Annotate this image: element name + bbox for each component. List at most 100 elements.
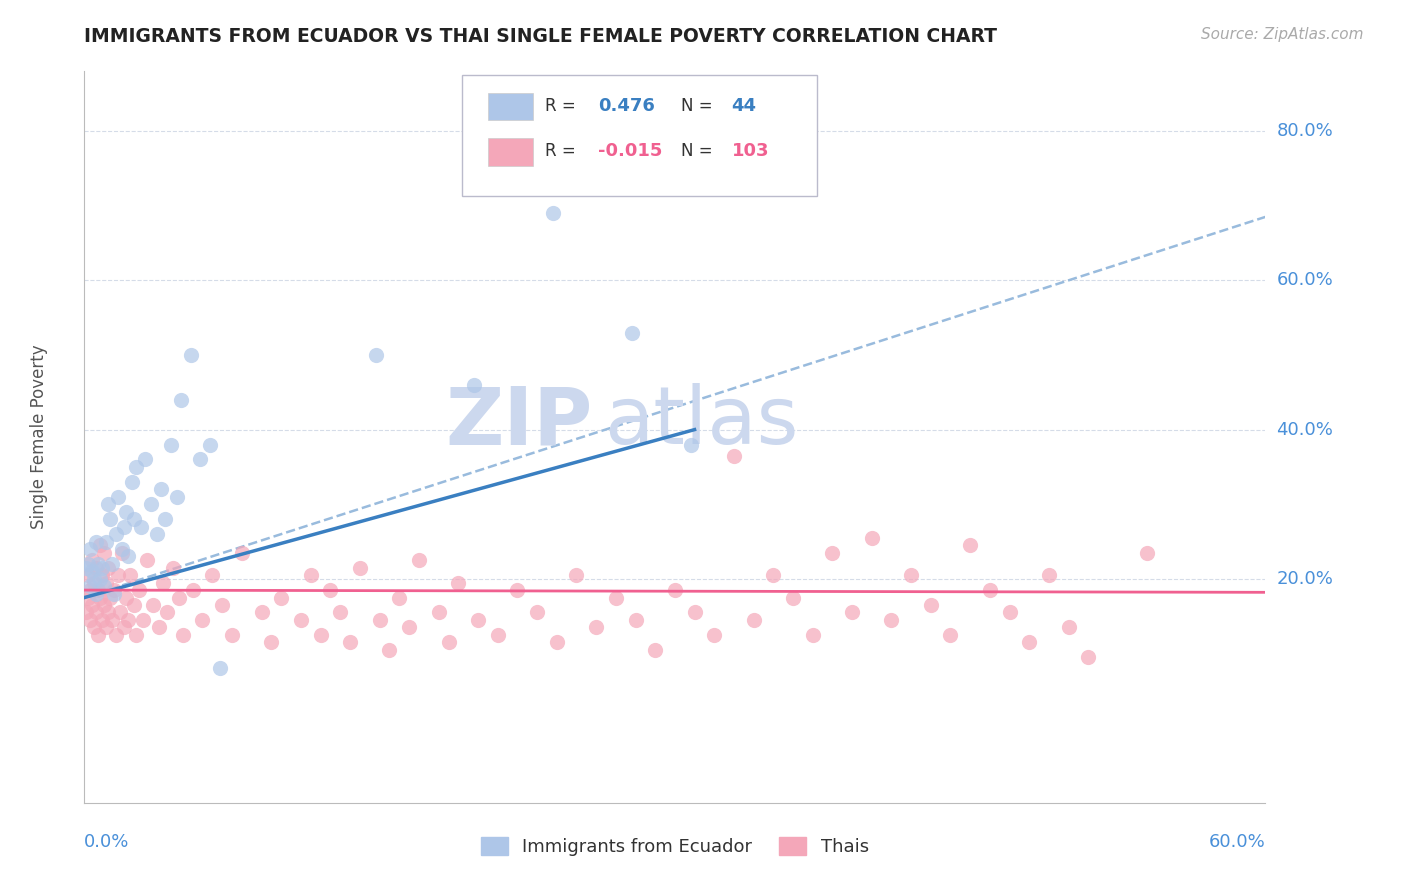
Point [200, 437, 222, 451]
Text: N =: N = [681, 142, 713, 160]
Text: R =: R = [546, 96, 575, 115]
Point [91, 613, 114, 627]
Point [231, 546, 253, 560]
Point [111, 542, 134, 557]
Point [87, 557, 110, 571]
Point [1136, 546, 1159, 560]
Point [620, 326, 643, 340]
Point [91, 568, 114, 582]
Point [160, 437, 183, 451]
Point [309, 628, 332, 642]
Point [880, 613, 903, 627]
Point [77, 557, 100, 571]
Point [546, 635, 568, 649]
Text: 0.0%: 0.0% [84, 833, 129, 851]
Point [801, 628, 824, 642]
Point [142, 598, 165, 612]
Point [398, 620, 420, 634]
Point [117, 613, 139, 627]
Point [97, 560, 120, 574]
Point [329, 606, 352, 620]
Text: 60.0%: 60.0% [1277, 271, 1333, 289]
Point [121, 475, 143, 489]
Point [94, 620, 117, 634]
Point [821, 546, 844, 560]
Point [290, 613, 312, 627]
Text: 103: 103 [731, 142, 769, 160]
Point [368, 613, 391, 627]
Point [959, 538, 981, 552]
Point [156, 606, 179, 620]
Point [97, 606, 120, 620]
Point [782, 591, 804, 605]
Point [541, 206, 564, 220]
Point [97, 497, 120, 511]
Point [141, 497, 163, 511]
Point [112, 519, 135, 533]
Point [209, 661, 232, 675]
Point [467, 613, 489, 627]
Point [408, 553, 430, 567]
Point [93, 579, 115, 593]
Text: -0.015: -0.015 [598, 142, 662, 160]
Point [319, 583, 342, 598]
Point [1057, 620, 1080, 634]
Point [211, 598, 233, 612]
Point [146, 527, 169, 541]
Point [998, 606, 1021, 620]
Point [124, 459, 146, 474]
Point [526, 606, 548, 620]
Point [162, 560, 184, 574]
Point [742, 613, 765, 627]
Point [98, 512, 121, 526]
Point [841, 606, 863, 620]
Point [683, 606, 706, 620]
Point [84, 534, 107, 549]
Point [79, 613, 101, 627]
Point [447, 575, 470, 590]
Point [979, 583, 1001, 598]
Point [136, 553, 159, 567]
Point [679, 437, 702, 451]
Point [364, 348, 387, 362]
Point [128, 583, 150, 598]
Point [1018, 635, 1040, 649]
Point [83, 572, 105, 586]
Point [75, 606, 97, 620]
Point [644, 642, 666, 657]
Point [79, 579, 101, 593]
Text: Single Female Poverty: Single Female Poverty [31, 345, 48, 529]
Point [83, 620, 105, 634]
Text: 20.0%: 20.0% [1277, 570, 1333, 588]
Text: 40.0%: 40.0% [1277, 421, 1333, 439]
Point [111, 546, 134, 560]
Point [565, 568, 588, 582]
Point [107, 568, 129, 582]
Point [437, 635, 460, 649]
Point [122, 598, 145, 612]
Point [77, 591, 100, 605]
Point [860, 531, 883, 545]
Point [104, 628, 127, 642]
Text: N =: N = [681, 96, 713, 115]
Point [84, 587, 107, 601]
Point [378, 642, 401, 657]
Point [77, 568, 100, 582]
Point [93, 598, 115, 612]
FancyBboxPatch shape [463, 75, 817, 195]
Point [486, 628, 509, 642]
Legend: Immigrants from Ecuador, Thais: Immigrants from Ecuador, Thais [474, 830, 876, 863]
Point [170, 392, 193, 407]
Point [191, 613, 214, 627]
Point [723, 449, 745, 463]
Point [124, 628, 146, 642]
Text: IMMIGRANTS FROM ECUADOR VS THAI SINGLE FEMALE POVERTY CORRELATION CHART: IMMIGRANTS FROM ECUADOR VS THAI SINGLE F… [84, 27, 997, 45]
Point [134, 452, 156, 467]
Text: ZIP: ZIP [444, 384, 592, 461]
Text: R =: R = [546, 142, 575, 160]
Point [250, 606, 273, 620]
Text: 44: 44 [731, 96, 756, 115]
Point [79, 583, 101, 598]
Point [664, 583, 686, 598]
Point [132, 613, 155, 627]
